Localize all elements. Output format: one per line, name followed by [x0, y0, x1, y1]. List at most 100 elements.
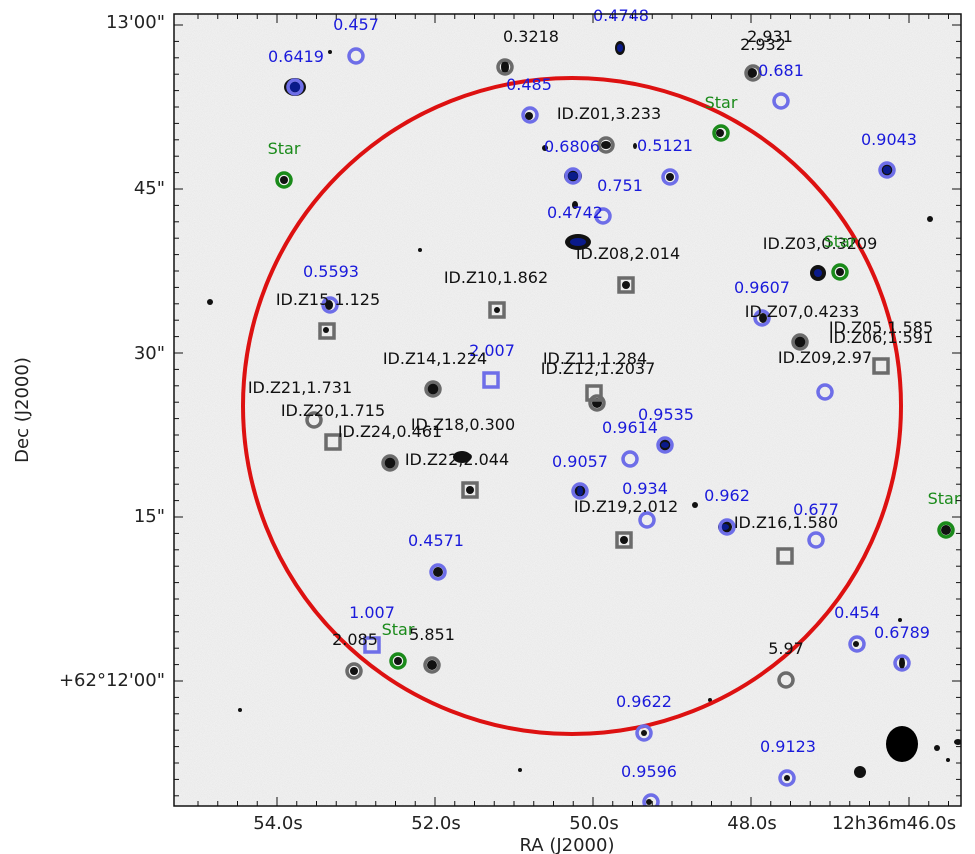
source-label: 0.934 [622, 479, 668, 498]
x-tick-label: 48.0s [727, 813, 776, 834]
galaxy-source [453, 451, 471, 463]
source-circle-marker [791, 333, 809, 351]
source-label: 0.681 [758, 61, 804, 80]
source-square-marker [872, 357, 890, 375]
source-label: ID.Z20,1.715 [281, 401, 385, 420]
source-label: 0.457 [333, 15, 379, 34]
source-label: 0.9614 [602, 418, 658, 437]
y-axis: 13'00" 45" 30" 15" +62°12'00" Dec (J2000… [12, 12, 165, 691]
source-square-marker [776, 547, 794, 565]
galaxy-source [328, 50, 332, 54]
galaxy-source [418, 248, 422, 252]
galaxy-source [384, 457, 396, 469]
source-label: ID.Z16,1.580 [734, 513, 838, 532]
source-label: ID.Z18,0.300 [411, 415, 515, 434]
galaxy-source [542, 145, 548, 151]
galaxy-core [577, 486, 583, 496]
galaxy-core [883, 166, 891, 174]
source-label: 0.4742 [547, 203, 603, 222]
galaxy-source [898, 618, 902, 622]
galaxy-source [323, 327, 329, 333]
source-label: 0.5593 [303, 262, 359, 281]
galaxy-source [941, 525, 951, 535]
x-tick-label: 54.0s [253, 813, 302, 834]
source-square-marker [617, 276, 635, 294]
galaxy-source [927, 216, 933, 222]
source-label: 2.932 [740, 35, 786, 54]
source-label: 2.007 [469, 341, 515, 360]
source-label: 0.4571 [408, 531, 464, 550]
source-circle-marker [621, 450, 639, 468]
source-circle-marker [305, 411, 323, 429]
galaxy-source [854, 766, 866, 778]
source-label: Star [824, 232, 857, 251]
source-label: ID.Z06,1.591 [829, 328, 933, 347]
source-label: ID.Z21,1.731 [248, 378, 352, 397]
markers-layer [275, 47, 955, 806]
galaxy-source [759, 313, 767, 323]
galaxy-source [708, 698, 712, 702]
source-label: 0.454 [834, 603, 880, 622]
source-square-marker [324, 433, 342, 451]
source-label: ID.Z08,2.014 [576, 244, 680, 263]
source-label: 2.931 [747, 27, 793, 46]
galaxy-source [622, 281, 630, 289]
source-label: ID.Z05,1.585 [829, 318, 933, 337]
galaxy-source [525, 112, 533, 120]
source-circle-marker [423, 656, 441, 674]
galaxy-source [238, 708, 242, 712]
galaxy-source [426, 383, 440, 395]
source-circle-marker [588, 394, 606, 412]
source-circle-marker [381, 454, 399, 472]
x-axis: 54.0s 52.0s 50.0s 48.0s 12h36m46.0s RA (… [253, 813, 956, 854]
galaxy-source [325, 300, 333, 310]
galaxy-core [568, 172, 578, 180]
galaxy-source [601, 141, 611, 149]
source-label: 5.97 [768, 639, 804, 658]
beam-ellipse [886, 726, 918, 762]
source-label: ID.Z07,0.4233 [745, 302, 860, 321]
source-label: 0.9607 [734, 278, 790, 297]
galaxy-core [721, 524, 729, 530]
source-circle-marker [424, 380, 442, 398]
source-label: 0.9123 [760, 737, 816, 756]
source-label: 0.6789 [874, 623, 930, 642]
source-label: ID.Z03,0.3209 [763, 234, 878, 253]
source-circle-marker [777, 671, 795, 689]
galaxy-source [350, 667, 358, 675]
galaxy-source [394, 657, 402, 665]
source-circle-marker [661, 168, 679, 186]
plot-frame [173, 13, 962, 807]
source-label: 0.4748 [593, 6, 649, 25]
galaxy-source [207, 299, 213, 305]
source-circle-marker [389, 652, 407, 670]
source-square-marker [615, 531, 633, 549]
galaxy-source [620, 536, 628, 544]
y-axis-label: Dec (J2000) [12, 357, 33, 463]
source-label: 0.485 [506, 75, 552, 94]
source-label: 0.9535 [638, 405, 694, 424]
source-circle-marker [878, 161, 896, 179]
galaxy-source [433, 567, 443, 577]
galaxy-source [494, 307, 500, 313]
source-label: Star [382, 620, 415, 639]
source-label: 0.3218 [503, 27, 559, 46]
x-tick-label: 52.0s [411, 813, 460, 834]
source-circle-marker [807, 531, 825, 549]
galaxy-source [853, 641, 859, 647]
source-circle-marker [429, 563, 447, 581]
galaxy-core [661, 442, 669, 448]
galaxy-source [280, 176, 288, 184]
source-circle-marker [937, 521, 955, 539]
galaxy-core [814, 269, 822, 277]
galaxy-source [794, 336, 806, 348]
source-square-marker [482, 371, 500, 389]
source-circle-marker [571, 482, 589, 500]
galaxy-source [692, 502, 698, 508]
source-circle-marker [778, 769, 796, 787]
galaxy-source [946, 758, 950, 762]
y-tick-label: 45" [134, 178, 165, 199]
galaxy-source [899, 657, 905, 669]
